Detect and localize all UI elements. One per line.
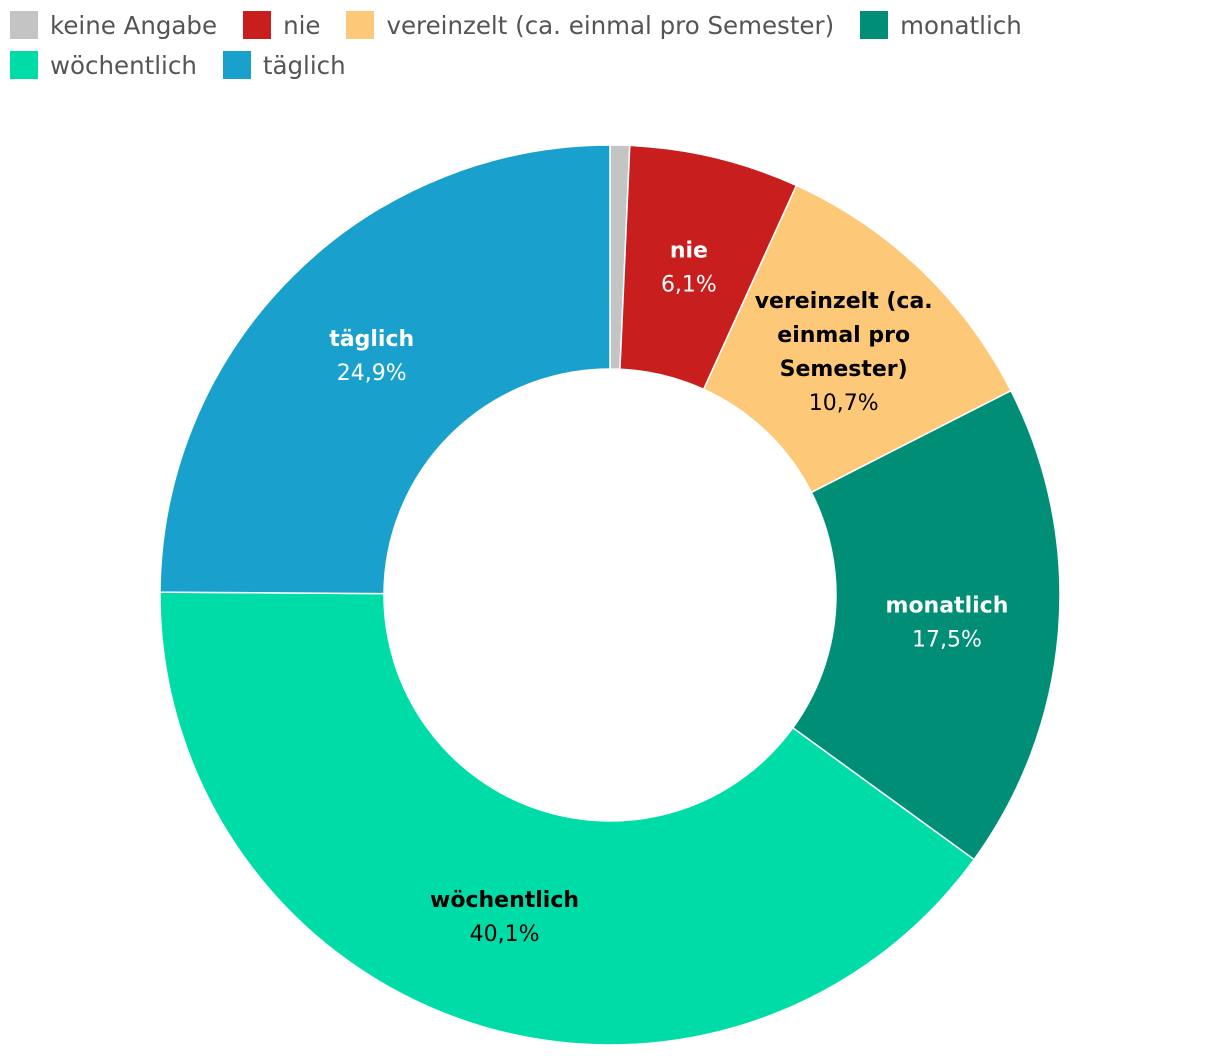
legend-label: nie <box>283 10 321 40</box>
legend-item[interactable]: täglich <box>222 48 346 82</box>
legend-swatch <box>346 11 375 39</box>
slice-value-label: 6,1% <box>661 272 717 297</box>
slice-value-label: 24,9% <box>337 361 407 386</box>
legend-item[interactable]: nie <box>243 8 320 42</box>
legend-label: monatlich <box>900 10 1022 40</box>
slice-value-label: 17,5% <box>912 628 982 653</box>
legend: keine Angabe nie vereinzelt (ca. einmal pr… <box>10 8 1215 82</box>
slice[interactable] <box>159 144 611 595</box>
legend-swatch <box>860 11 889 39</box>
legend-item[interactable]: wöchentlich <box>10 48 197 82</box>
slice-label: wöchentlich <box>430 888 579 913</box>
legend-swatch <box>222 51 251 79</box>
legend-item[interactable]: vereinzelt (ca. einmal pro Semester) <box>346 8 834 42</box>
legend-item[interactable]: monatlich <box>860 8 1022 42</box>
legend-label: vereinzelt (ca. einmal pro Semester) <box>386 10 835 40</box>
slice-value-label: 10,7% <box>809 391 879 416</box>
slice[interactable] <box>702 184 1012 494</box>
legend-swatch <box>10 11 38 39</box>
legend-label: wöchentlich <box>50 50 197 80</box>
slice[interactable] <box>791 389 1061 861</box>
slice-label: monatlich <box>886 594 1009 619</box>
legend-label: täglich <box>262 50 346 80</box>
slice-label: nie <box>670 238 708 263</box>
legend-swatch <box>10 51 38 79</box>
legend-item[interactable]: keine Angabe <box>10 8 217 42</box>
slice-label: Semester) <box>780 357 908 382</box>
slice-label: einmal pro <box>777 323 910 348</box>
slice-label: täglich <box>329 327 414 352</box>
legend-label: keine Angabe <box>50 10 218 40</box>
slice-label: vereinzelt (ca. <box>755 289 933 314</box>
slice-value-label: 40,1% <box>470 922 540 947</box>
legend-swatch <box>243 11 272 39</box>
slice[interactable] <box>159 591 976 1046</box>
